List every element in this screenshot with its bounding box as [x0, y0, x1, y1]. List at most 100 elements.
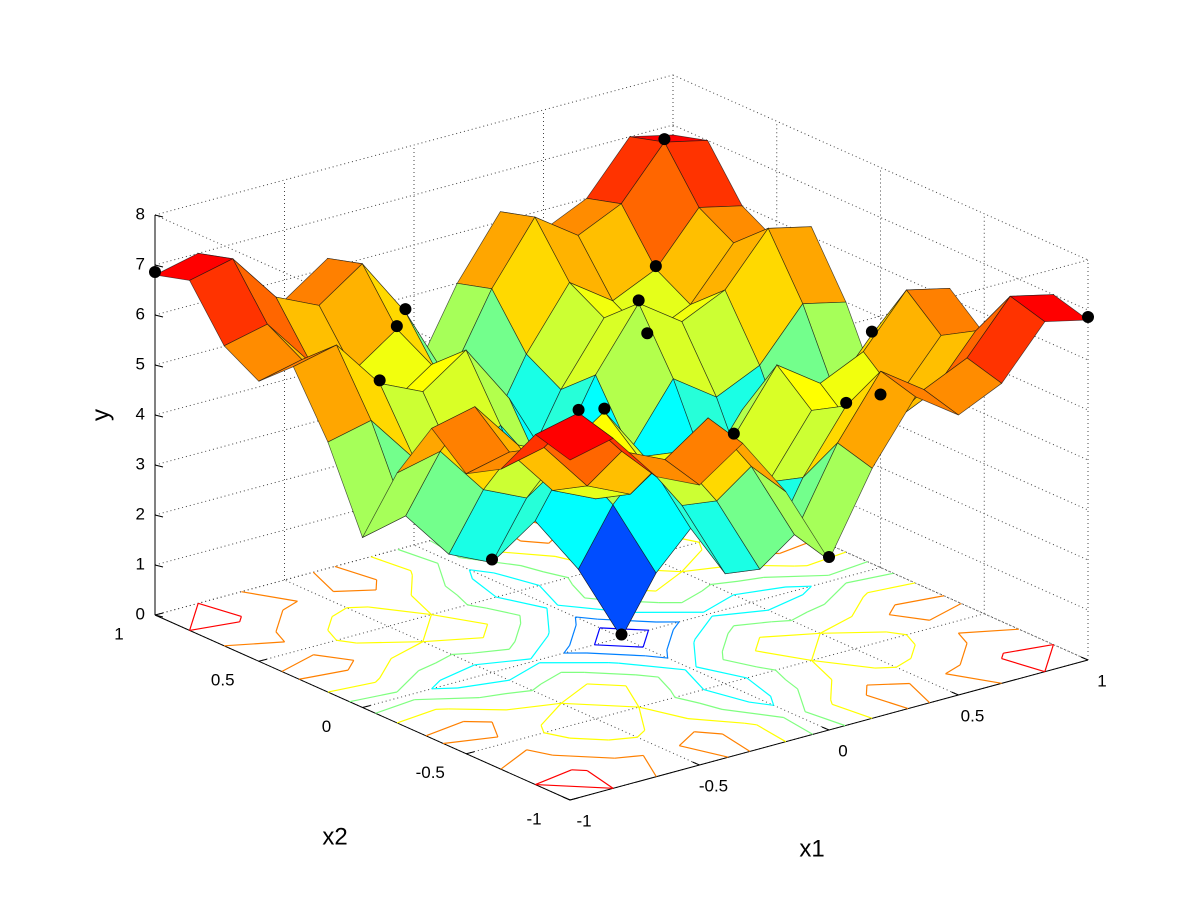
contour-line: [546, 608, 550, 633]
contour-line: [520, 565, 544, 573]
contour-line: [457, 679, 510, 689]
contour-line: [313, 654, 354, 661]
sample-point: [373, 374, 386, 387]
sample-point: [727, 427, 740, 440]
contour-line: [755, 650, 812, 662]
contour-line: [375, 579, 378, 590]
y-tick-label: 1: [136, 554, 145, 573]
contour-line: [396, 670, 419, 693]
contour-line: [945, 673, 1002, 684]
sample-point: [874, 388, 887, 401]
contour-line: [889, 614, 930, 621]
contour-line: [811, 659, 833, 681]
contour-line: [1001, 658, 1045, 673]
contour-line: [722, 658, 758, 668]
x1-axis-title: x1: [799, 835, 824, 862]
contour-line: [746, 677, 772, 697]
contour-line: [642, 630, 650, 648]
sample-point: [823, 551, 835, 563]
contour-line: [681, 590, 703, 604]
x2-axis-title: x2: [322, 823, 347, 850]
contour-line: [638, 706, 689, 720]
sample-point: [390, 320, 403, 333]
contour-line: [618, 662, 686, 671]
contour-line: [666, 629, 674, 651]
contour-line: [703, 594, 735, 613]
contour-line: [241, 591, 298, 602]
contour-line: [469, 569, 495, 574]
contour-line: [540, 702, 562, 726]
sample-point: [840, 396, 853, 409]
contour-line: [770, 696, 775, 706]
contour-line: [698, 542, 703, 550]
sample-point: [615, 628, 628, 641]
contour-line: [567, 577, 573, 586]
contour-line: [645, 655, 668, 659]
contour-line: [519, 615, 522, 624]
sample-point: [399, 303, 412, 316]
contour-line: [756, 666, 776, 671]
tick-mark: [569, 797, 579, 801]
contour-line: [586, 652, 646, 657]
contour-line: [520, 540, 549, 544]
contour-line: [824, 582, 847, 605]
contour-line: [614, 754, 644, 759]
contour-line: [414, 697, 480, 701]
contour-line: [1044, 644, 1054, 672]
contour-line: [336, 639, 357, 644]
contour-line: [851, 596, 864, 617]
contour-line: [635, 674, 659, 678]
contour-line: [694, 731, 723, 735]
contour-line: [586, 770, 614, 789]
contour-line: [771, 619, 792, 623]
contour-line: [756, 724, 787, 743]
contour-line: [785, 585, 812, 588]
contour-line: [479, 693, 506, 699]
contour-line: [474, 658, 531, 666]
contour-line: [437, 563, 446, 587]
contour-line: [712, 609, 769, 617]
sample-point: [865, 325, 878, 338]
contour-line: [281, 654, 314, 673]
sample-point: [572, 403, 585, 416]
x1-tick-label: 0: [838, 741, 847, 760]
contour-line: [334, 565, 377, 581]
contour-line: [571, 769, 588, 772]
contour-line: [819, 615, 853, 634]
contour-line: [224, 641, 285, 647]
contour-line: [538, 585, 559, 606]
contour-line: [298, 669, 349, 680]
contour-line: [666, 649, 669, 659]
y-tick-label: 8: [136, 204, 145, 223]
y-tick-label: 0: [136, 604, 145, 623]
contour-line: [1003, 643, 1054, 654]
contour-line: [759, 632, 821, 638]
sample-point: [486, 553, 498, 566]
contour-line: [862, 592, 869, 598]
contour-line: [802, 585, 812, 596]
contour-line: [874, 666, 897, 669]
contour-line: [422, 614, 432, 642]
tick-mark: [362, 705, 371, 708]
contour-line: [811, 659, 876, 669]
contour-line: [929, 602, 962, 621]
contour-line: [540, 671, 562, 685]
contour-line: [1001, 652, 1004, 659]
tick-mark: [154, 214, 164, 218]
contour-line: [959, 642, 968, 666]
contour-line: [439, 664, 475, 681]
contour-line: [370, 556, 412, 572]
y-tick-label: 3: [136, 454, 145, 473]
contour-line: [431, 613, 488, 625]
grid-line: [154, 124, 674, 266]
sample-point: [598, 402, 611, 415]
contour-line: [797, 688, 806, 712]
tick-mark: [154, 264, 164, 268]
contour-line: [625, 685, 640, 708]
x1-tick-label: -1: [576, 811, 591, 830]
sample-point: [632, 294, 645, 307]
contour-line: [425, 720, 464, 737]
y-axis-title: y: [87, 409, 114, 421]
contour-line: [830, 679, 833, 700]
